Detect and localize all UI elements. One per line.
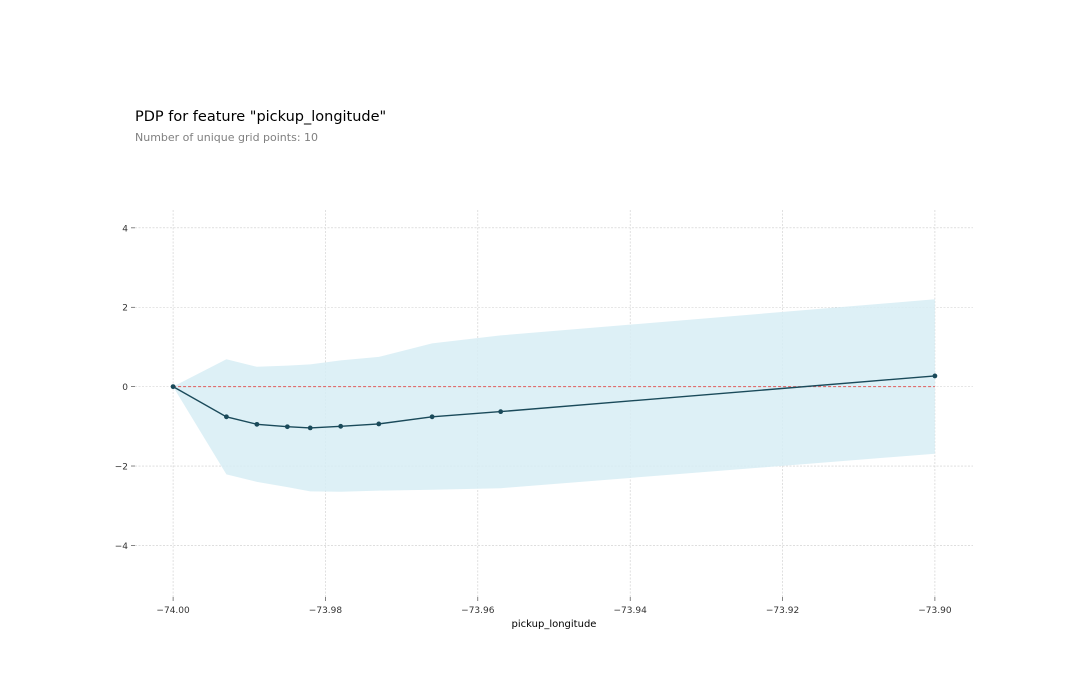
- chart-title: PDP for feature "pickup_longitude": [135, 109, 387, 125]
- pdp-point: [254, 421, 260, 427]
- pdp-point: [284, 424, 290, 430]
- chart-subtitle: Number of unique grid points: 10: [135, 131, 319, 144]
- x-tick-label: −73.94: [614, 606, 648, 616]
- pdp-point: [338, 423, 344, 429]
- pdp-point: [932, 373, 938, 379]
- pdp-line: [172, 375, 935, 429]
- x-axis-label: pickup_longitude: [512, 619, 597, 630]
- pdp-point: [429, 414, 435, 420]
- x-tick-label: −73.96: [461, 606, 495, 616]
- pdp-point: [224, 414, 229, 420]
- pdp-point: [307, 425, 313, 431]
- y-tick-label: 0: [122, 383, 128, 393]
- y-tick-label: −4: [115, 542, 129, 552]
- y-tick-label: −2: [115, 463, 128, 473]
- y-tick-label: 4: [122, 224, 128, 234]
- pdp-point: [498, 409, 504, 415]
- x-tick-label: −73.92: [766, 606, 799, 616]
- x-tick-label: −73.98: [309, 606, 343, 616]
- pdp-point: [376, 421, 382, 427]
- points-layer: [170, 373, 938, 431]
- pdp-point: [170, 384, 176, 390]
- ticks-layer: −4 −2 0 2 4 −74.00 −73.98 −73.96 −73.94 −73.92 −73…: [115, 224, 952, 616]
- y-tick-label: 2: [122, 304, 128, 314]
- x-tick-label: −74.00: [156, 606, 190, 616]
- x-tick-label: −73.90: [918, 606, 952, 616]
- confidence-band: [173, 299, 935, 492]
